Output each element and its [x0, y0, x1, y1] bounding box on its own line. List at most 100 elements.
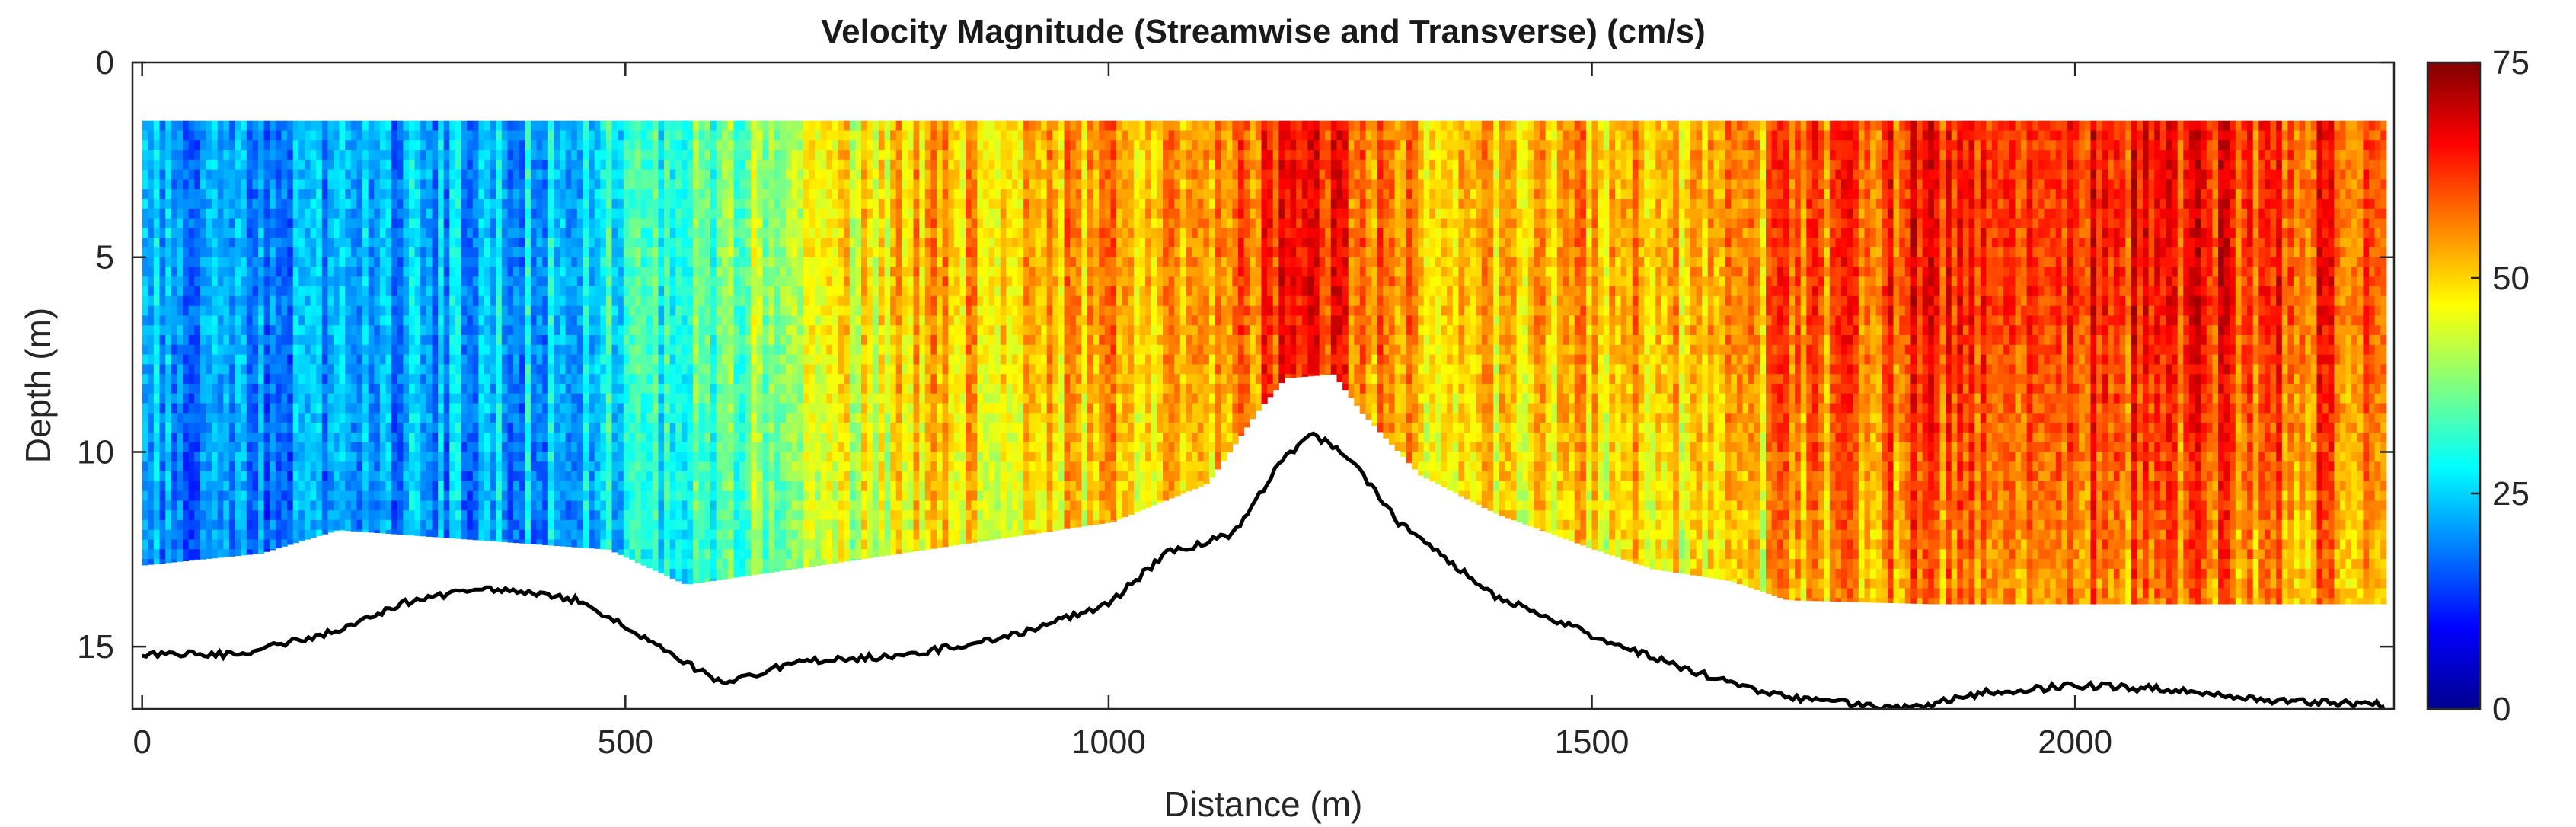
heatmap-cell — [316, 481, 323, 492]
heatmap-cell — [658, 374, 665, 385]
heatmap-cell — [635, 393, 642, 404]
heatmap-cell — [426, 442, 433, 453]
heatmap-cell — [629, 208, 636, 219]
heatmap-cell — [228, 189, 236, 200]
heatmap-cell — [228, 120, 236, 132]
heatmap-cell — [426, 374, 433, 385]
heatmap-cell — [623, 208, 630, 219]
heatmap-cell — [409, 374, 416, 385]
heatmap-cell — [200, 189, 206, 200]
heatmap-cell — [345, 344, 352, 356]
heatmap-cell — [594, 325, 601, 336]
heatmap-cell — [669, 295, 676, 307]
heatmap-cell — [675, 335, 682, 346]
heatmap-cell — [287, 179, 294, 190]
heatmap-cell — [722, 354, 729, 365]
heatmap-cell — [583, 510, 589, 521]
heatmap-cell — [698, 286, 705, 297]
heatmap-cell — [733, 276, 740, 287]
heatmap-cell — [611, 471, 618, 482]
heatmap-cell — [350, 403, 357, 414]
heatmap-cell — [235, 335, 241, 346]
heatmap-cell — [635, 325, 642, 336]
heatmap-cell — [727, 189, 734, 200]
heatmap-cell — [171, 461, 177, 472]
heatmap-cell — [600, 490, 607, 501]
heatmap-cell — [287, 286, 294, 297]
heatmap-cell — [217, 247, 224, 258]
heatmap-cell — [583, 432, 589, 443]
heatmap-cell — [356, 159, 363, 171]
heatmap-cell — [675, 383, 682, 394]
heatmap-cell — [727, 413, 734, 423]
heatmap-cell — [292, 374, 299, 385]
heatmap-cell — [635, 130, 642, 141]
heatmap-cell — [669, 403, 676, 414]
heatmap-cell — [438, 344, 445, 356]
heatmap-cell — [704, 374, 711, 385]
heatmap-cell — [722, 286, 729, 297]
heatmap-cell — [292, 354, 299, 365]
heatmap-cell — [183, 423, 190, 433]
heatmap-cell — [565, 130, 572, 141]
heatmap-cell — [589, 519, 595, 531]
heatmap-cell — [188, 413, 195, 423]
heatmap-cell — [316, 471, 323, 482]
heatmap-cell — [310, 159, 317, 171]
heatmap-cell — [281, 286, 288, 297]
heatmap-cell — [298, 189, 305, 200]
heatmap-cell — [565, 510, 572, 521]
heatmap-cell — [194, 364, 201, 375]
heatmap-cell — [200, 276, 206, 287]
heatmap-cell — [768, 442, 775, 453]
heatmap-cell — [356, 286, 363, 297]
heatmap-cell — [217, 344, 224, 356]
heatmap-cell — [554, 461, 560, 472]
heatmap-cell — [560, 140, 567, 151]
heatmap-cell — [600, 159, 607, 171]
heatmap-cell — [275, 228, 282, 238]
heatmap-cell — [409, 442, 416, 453]
heatmap-cell — [565, 257, 572, 268]
heatmap-cell — [298, 325, 305, 336]
heatmap-cell — [228, 539, 236, 550]
heatmap-cell — [258, 481, 265, 492]
heatmap-cell — [478, 393, 485, 404]
heatmap-cell — [530, 432, 538, 443]
heatmap-cell — [258, 354, 265, 365]
heatmap-cell — [542, 529, 549, 541]
heatmap-cell — [241, 238, 247, 248]
heatmap-cell — [751, 364, 758, 375]
heatmap-cell — [547, 335, 554, 346]
heatmap-cell — [153, 238, 161, 248]
heatmap-cell — [449, 179, 456, 190]
heatmap-cell — [745, 529, 752, 541]
heatmap-cell — [183, 305, 190, 317]
heatmap-cell — [733, 519, 740, 531]
heatmap-cell — [664, 267, 671, 277]
heatmap-cell — [159, 257, 166, 268]
heatmap-cell — [669, 539, 676, 550]
heatmap-cell — [484, 423, 491, 433]
heatmap-cell — [252, 364, 259, 375]
heatmap-cell — [281, 228, 288, 238]
heatmap-cell — [177, 189, 184, 200]
heatmap-cell — [194, 374, 201, 385]
heatmap-cell — [409, 315, 416, 326]
heatmap-cell — [327, 442, 334, 453]
heatmap-cell — [600, 218, 607, 228]
heatmap-cell — [693, 295, 700, 307]
heatmap-cell — [292, 413, 299, 423]
heatmap-cell — [409, 179, 416, 190]
heatmap-cell — [241, 423, 247, 433]
heatmap-cell — [235, 295, 241, 307]
heatmap-cell — [600, 267, 607, 277]
heatmap-cell — [298, 130, 305, 141]
heatmap-cell — [183, 383, 190, 394]
heatmap-cell — [228, 257, 236, 268]
heatmap-cell — [241, 354, 247, 365]
heatmap-cell — [618, 199, 624, 209]
heatmap-cell — [774, 374, 780, 385]
heatmap-cell — [171, 354, 177, 365]
heatmap-cell — [675, 500, 682, 511]
